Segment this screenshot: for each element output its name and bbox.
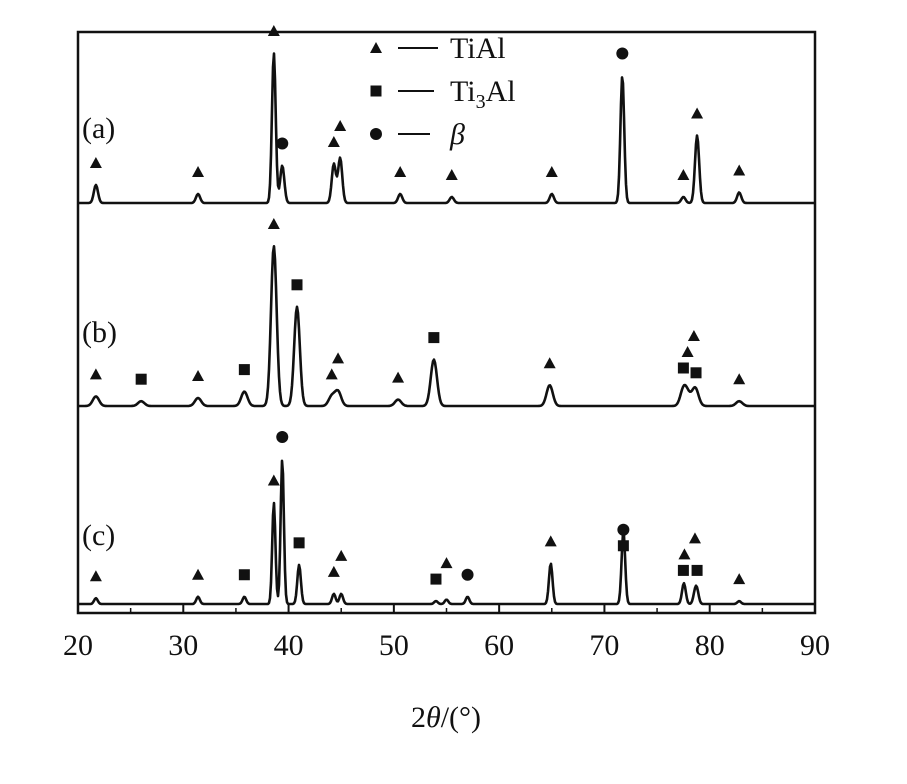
panel-labels: (a) (b) (c) — [82, 112, 117, 552]
tial-marker — [192, 370, 205, 381]
ti3al-marker — [690, 367, 702, 379]
ti3al-marker — [135, 373, 147, 385]
x-tick-label: 40 — [274, 629, 304, 662]
tial-marker — [691, 107, 704, 119]
tial-marker — [89, 368, 102, 380]
tial-marker — [445, 169, 458, 180]
x-tick-label: 70 — [589, 629, 619, 662]
plot-frame — [76, 30, 817, 615]
beta-marker — [276, 431, 289, 443]
tial-marker — [687, 330, 700, 341]
tial-marker — [545, 166, 558, 177]
x-axis-ticks — [77, 603, 816, 613]
ti3al-marker — [291, 279, 303, 291]
x-tick-label: 60 — [484, 629, 514, 662]
tial-marker — [267, 474, 280, 486]
tial-marker — [325, 368, 338, 380]
x-tick-label: 30 — [168, 629, 198, 662]
tial-marker — [543, 357, 556, 369]
panel-label: (b) — [82, 316, 117, 349]
diffraction-trace — [77, 459, 816, 606]
tial-marker — [327, 136, 340, 147]
beta-marker — [617, 523, 630, 536]
tial-marker — [267, 25, 280, 36]
beta-marker — [276, 137, 289, 150]
tial-marker — [332, 352, 345, 364]
tial-marker — [334, 120, 347, 131]
panel-label: (a) — [82, 112, 115, 145]
ti3al-marker — [293, 537, 305, 549]
tial-marker — [544, 535, 557, 547]
x-axis-label-suffix: /(°) — [441, 701, 481, 734]
tial-marker — [392, 371, 405, 383]
tial-marker — [688, 532, 701, 544]
tial-marker — [267, 218, 280, 229]
ti3al-marker — [370, 85, 382, 97]
tial-marker — [678, 548, 691, 560]
ti3al-marker — [238, 364, 250, 376]
tial-marker — [733, 573, 746, 585]
tial-marker — [733, 164, 746, 176]
diffraction-traces — [77, 52, 816, 606]
ti3al-marker — [430, 573, 442, 585]
x-axis-tick-labels: 20 30 40 50 60 70 80 90 — [63, 629, 830, 662]
x-axis-label-symbol: θ — [426, 701, 441, 734]
tial-marker — [394, 166, 407, 177]
ti3al-marker — [691, 564, 703, 576]
tial-marker — [327, 565, 340, 577]
legend-entry-label: β — [449, 118, 465, 151]
diffraction-trace — [77, 245, 816, 408]
legend-entry-label: TiAl — [450, 32, 506, 65]
tial-marker — [89, 157, 102, 168]
x-tick-label: 20 — [63, 629, 93, 662]
x-tick-label: 50 — [379, 629, 409, 662]
tial-marker — [440, 557, 453, 569]
tial-marker — [677, 169, 690, 180]
phase-markers — [89, 25, 746, 585]
beta-marker — [616, 47, 629, 60]
ti3al-marker — [238, 569, 250, 581]
legend: TiAl Ti3Al β — [370, 32, 516, 151]
tial-marker — [370, 42, 382, 53]
tial-marker — [192, 568, 205, 580]
tial-marker — [192, 166, 205, 177]
tial-marker — [733, 373, 746, 385]
tial-marker — [89, 570, 102, 582]
tial-marker — [681, 346, 694, 357]
ti3al-marker — [677, 564, 689, 576]
x-axis-label: 2θ/(°) — [411, 701, 481, 734]
diffraction-trace — [77, 52, 816, 205]
x-tick-label: 90 — [800, 629, 830, 662]
legend-entry-label: Ti3Al — [450, 75, 516, 113]
beta-marker — [461, 568, 474, 581]
beta-marker — [370, 128, 382, 140]
tial-marker — [335, 549, 348, 561]
ti3al-marker — [617, 540, 629, 552]
x-axis-label-prefix: 2 — [411, 701, 426, 734]
panel-label: (c) — [82, 519, 115, 552]
ti3al-marker — [428, 332, 440, 344]
ti3al-marker — [677, 362, 689, 374]
x-tick-label: 80 — [695, 629, 725, 662]
